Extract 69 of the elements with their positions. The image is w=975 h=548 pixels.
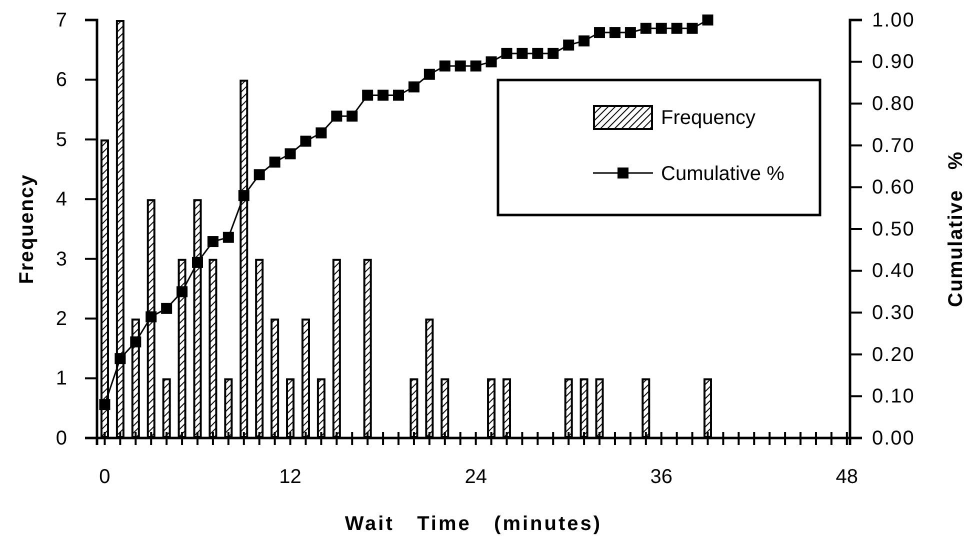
point bbox=[578, 35, 590, 46]
x-tick-label: 36 bbox=[650, 466, 672, 488]
point bbox=[656, 22, 667, 34]
point bbox=[548, 48, 559, 59]
point bbox=[454, 60, 466, 72]
x-tick-label: 24 bbox=[464, 466, 487, 488]
point bbox=[671, 22, 682, 34]
y2-tick-label: 0.70 bbox=[872, 134, 915, 157]
point bbox=[254, 169, 265, 180]
point bbox=[640, 22, 652, 34]
point bbox=[501, 48, 512, 59]
legend-label: Frequency bbox=[661, 107, 756, 129]
point bbox=[624, 27, 636, 38]
x-tick-label: 12 bbox=[279, 466, 302, 488]
point bbox=[146, 311, 157, 322]
y-tick-label: 7 bbox=[56, 9, 67, 32]
point bbox=[269, 156, 280, 168]
y2-tick-label: 0.80 bbox=[872, 93, 915, 115]
point bbox=[207, 236, 218, 248]
y2-tick-label: 0.40 bbox=[872, 260, 915, 282]
point bbox=[284, 148, 296, 160]
y2-tick-label: 0.10 bbox=[872, 386, 915, 408]
x-tick-label: 48 bbox=[836, 466, 858, 488]
y-tick-label: 6 bbox=[56, 69, 67, 92]
point bbox=[130, 336, 142, 348]
point bbox=[686, 22, 698, 34]
point bbox=[516, 48, 528, 59]
point bbox=[222, 232, 234, 243]
point bbox=[300, 136, 312, 147]
y2-tick-label: 0.00 bbox=[872, 427, 915, 450]
point bbox=[594, 27, 606, 38]
x-axis-title: Wait Time (minutes) bbox=[344, 513, 602, 535]
point bbox=[192, 256, 204, 268]
point bbox=[114, 353, 126, 364]
point bbox=[362, 90, 374, 101]
point bbox=[408, 81, 420, 92]
point bbox=[532, 48, 544, 59]
point bbox=[393, 90, 404, 101]
y-tick-label: 0 bbox=[56, 427, 67, 450]
y-tick-label: 4 bbox=[56, 188, 67, 211]
point bbox=[702, 14, 714, 26]
point bbox=[331, 110, 342, 122]
y2-tick-label: 0.50 bbox=[872, 218, 915, 240]
y-tick-label: 5 bbox=[56, 128, 67, 151]
y2-tick-label: 0.90 bbox=[872, 51, 915, 74]
y-tick-label: 2 bbox=[56, 308, 67, 330]
y2-tick-label: 1.00 bbox=[872, 9, 915, 32]
y2-tick-label: 0.60 bbox=[872, 176, 915, 199]
point bbox=[346, 110, 358, 122]
x-tick-label: 0 bbox=[99, 466, 110, 488]
y-tick-label: 1 bbox=[56, 368, 67, 390]
point bbox=[176, 286, 188, 298]
point bbox=[99, 399, 110, 410]
y-axis-title: Frequency bbox=[16, 174, 38, 284]
point bbox=[238, 190, 250, 202]
point bbox=[424, 68, 435, 80]
point bbox=[486, 56, 497, 68]
point bbox=[439, 60, 450, 72]
y2-axis-title: Cumulative % bbox=[945, 150, 967, 308]
y2-tick-label: 0.20 bbox=[872, 344, 915, 366]
point bbox=[563, 40, 574, 51]
point bbox=[316, 127, 327, 138]
point bbox=[609, 27, 620, 38]
y-tick-label: 3 bbox=[56, 248, 67, 270]
point bbox=[470, 60, 482, 72]
point bbox=[161, 302, 172, 314]
y2-tick-label: 0.30 bbox=[872, 302, 915, 324]
point bbox=[378, 90, 389, 101]
legend-label: Cumulative % bbox=[661, 163, 785, 185]
